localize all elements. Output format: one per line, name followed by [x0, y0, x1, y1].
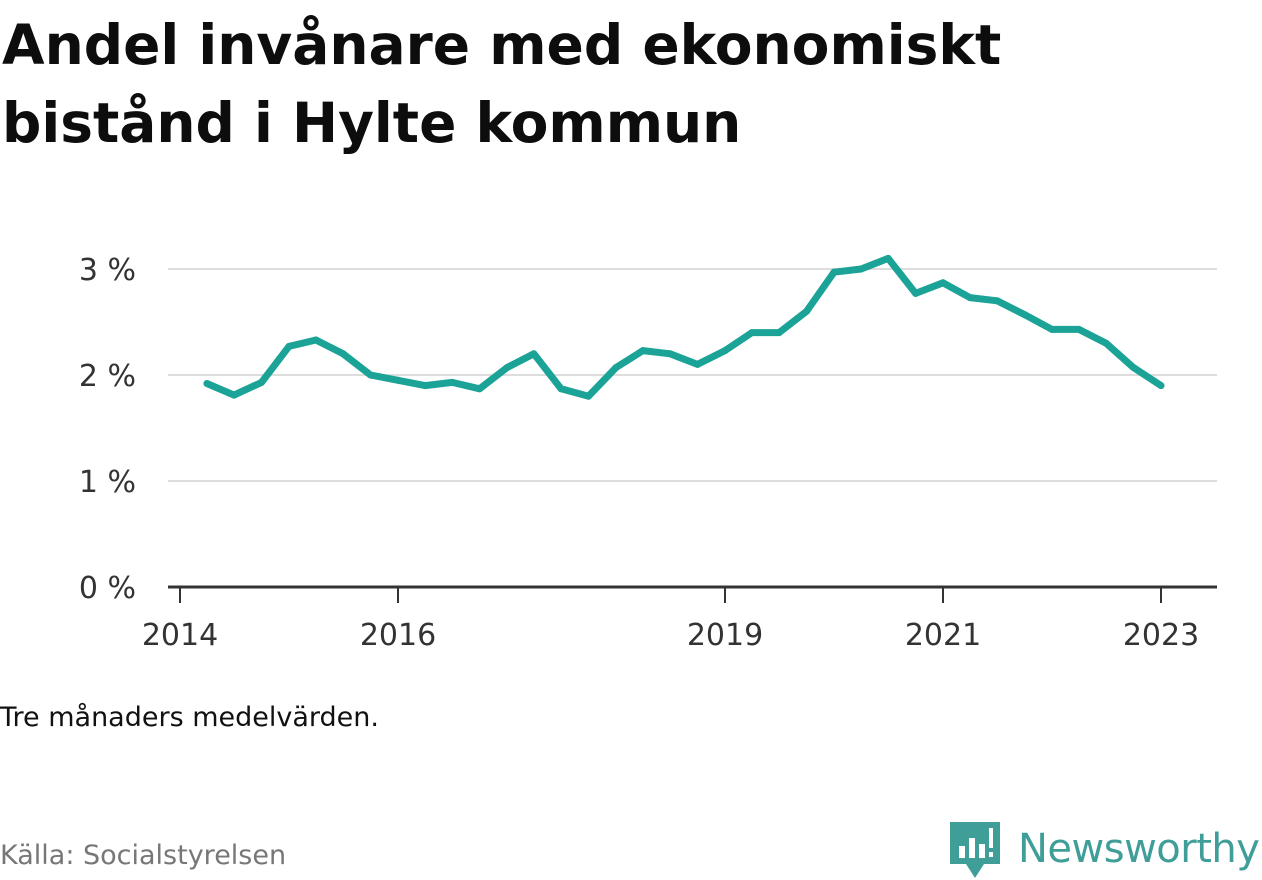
x-tick-label: 2016 — [360, 618, 436, 653]
data-point — [230, 391, 238, 399]
gridlines — [168, 268, 1217, 482]
data-point — [1048, 325, 1056, 333]
data-point — [367, 371, 375, 379]
data-point — [666, 350, 674, 358]
data-point — [639, 347, 647, 355]
data-point — [530, 350, 538, 358]
data-point — [748, 329, 756, 337]
data-point — [1130, 364, 1138, 372]
chart-title: Andel invånare med ekonomiskt bistånd i … — [2, 13, 1002, 155]
data-point — [966, 294, 974, 302]
data-point — [803, 307, 811, 315]
data-point — [476, 385, 484, 393]
x-tick-label: 2021 — [905, 618, 981, 653]
y-tick-label: 1 % — [79, 465, 136, 500]
series-layer — [203, 254, 1165, 400]
line-chart: 0 % 1 % 2 % 3 % 2014 2016 2019 2021 2023 — [79, 253, 1217, 653]
data-point — [585, 392, 593, 400]
data-point — [312, 336, 320, 344]
data-point — [775, 329, 783, 337]
x-axis — [168, 585, 1217, 603]
brand-name: Newsworthy — [1018, 826, 1260, 872]
data-point — [1021, 311, 1029, 319]
y-tick-label: 0 % — [79, 571, 136, 606]
series-line — [205, 254, 1163, 400]
data-point — [258, 378, 266, 386]
data-point — [421, 382, 429, 390]
data-point — [912, 289, 920, 297]
data-point — [1157, 382, 1165, 390]
data-point — [993, 297, 1001, 305]
data-point — [448, 378, 456, 386]
data-point — [1102, 339, 1110, 347]
y-tick-label: 3 % — [79, 253, 136, 288]
data-point — [557, 385, 565, 393]
x-tick-label: 2014 — [142, 618, 218, 653]
y-tick-label: 2 % — [79, 359, 136, 394]
chart-note: Tre månaders medelvärden. — [0, 702, 379, 733]
data-point — [339, 350, 347, 358]
data-point — [1075, 325, 1083, 333]
data-point — [721, 347, 729, 355]
x-tick-label: 2019 — [687, 618, 763, 653]
source-credit: Källa: Socialstyrelsen — [0, 840, 287, 871]
tick-labels: 0 % 1 % 2 % 3 % 2014 2016 2019 2021 2023 — [79, 253, 1199, 653]
data-point — [203, 379, 211, 387]
data-point — [694, 360, 702, 368]
data-point — [857, 265, 865, 273]
data-point — [285, 342, 293, 350]
data-point — [884, 254, 892, 262]
newsworthy-logo-icon — [950, 822, 1000, 878]
brand-logo: Newsworthy — [950, 818, 1260, 880]
x-tick-label: 2023 — [1123, 618, 1199, 653]
data-point — [830, 268, 838, 276]
data-point — [939, 279, 947, 287]
data-point — [503, 364, 511, 372]
data-point — [612, 364, 620, 372]
data-point — [394, 376, 402, 384]
